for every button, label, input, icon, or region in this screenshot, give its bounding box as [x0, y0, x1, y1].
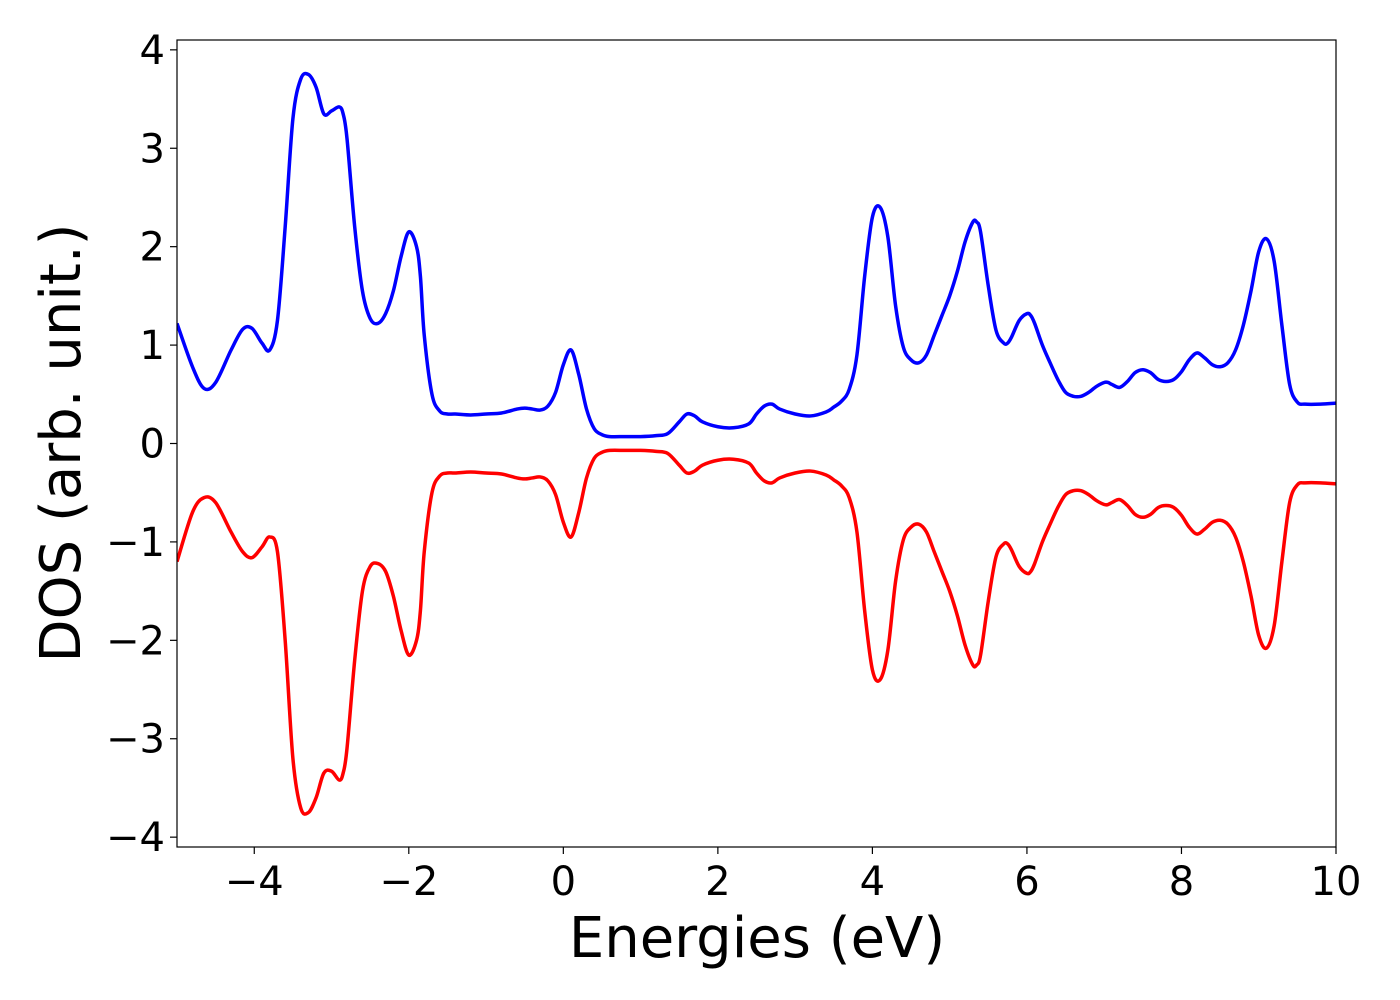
series-line-spin-down — [177, 448, 1336, 816]
y-tick-label: −2 — [106, 618, 165, 664]
y-tick-label: 2 — [140, 225, 165, 271]
y-tick-label: −4 — [106, 815, 165, 861]
y-axis-label: DOS (arb. unit.) — [29, 223, 94, 662]
y-tick-label: −3 — [106, 717, 165, 763]
x-tick-label: 6 — [1014, 859, 1039, 905]
x-tick-label: 10 — [1311, 859, 1362, 905]
y-tick-label: 3 — [140, 126, 165, 172]
y-tick-label: 4 — [140, 28, 165, 74]
x-tick-label: 4 — [860, 859, 885, 905]
series-line-spin-up — [177, 71, 1336, 439]
x-axis-ticks: −4 −2 0 2 4 6 8 10 — [225, 847, 1362, 905]
x-tick-label: 0 — [551, 859, 576, 905]
y-tick-label: 1 — [140, 323, 165, 369]
x-tick-label: 2 — [705, 859, 730, 905]
x-tick-label: −4 — [225, 859, 284, 905]
plot-frame — [176, 39, 1337, 848]
y-axis-ticks: −4 −3 −2 −1 0 1 2 3 4 — [106, 28, 177, 861]
plot-lines — [177, 71, 1336, 816]
y-tick-label: −1 — [106, 520, 165, 566]
x-tick-label: −2 — [379, 859, 438, 905]
y-tick-label: 0 — [140, 422, 165, 468]
x-axis-label: Energies (eV) — [569, 906, 945, 971]
x-tick-label: 8 — [1169, 859, 1194, 905]
